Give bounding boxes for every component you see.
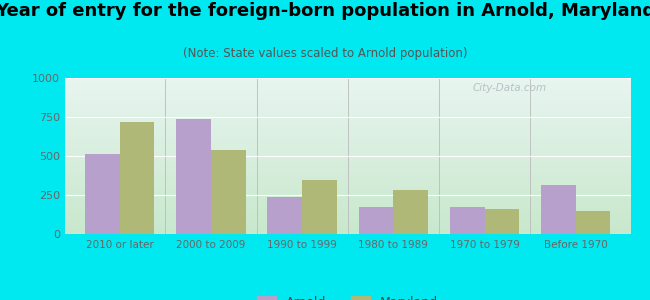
Bar bbox=[576, 211, 610, 234]
Text: City-Data.com: City-Data.com bbox=[472, 83, 546, 93]
Bar bbox=[85, 154, 120, 234]
Bar bbox=[176, 118, 211, 234]
Bar bbox=[268, 196, 302, 234]
Legend: Arnold, Maryland: Arnold, Maryland bbox=[252, 290, 443, 300]
Bar bbox=[393, 190, 428, 234]
Bar bbox=[120, 122, 155, 234]
Text: (Note: State values scaled to Arnold population): (Note: State values scaled to Arnold pop… bbox=[183, 46, 467, 59]
Bar bbox=[484, 209, 519, 234]
Bar bbox=[450, 207, 484, 234]
Bar bbox=[302, 180, 337, 234]
Text: Year of entry for the foreign-born population in Arnold, Maryland: Year of entry for the foreign-born popul… bbox=[0, 2, 650, 20]
Bar bbox=[359, 207, 393, 234]
Bar bbox=[541, 185, 576, 234]
Bar bbox=[211, 150, 246, 234]
